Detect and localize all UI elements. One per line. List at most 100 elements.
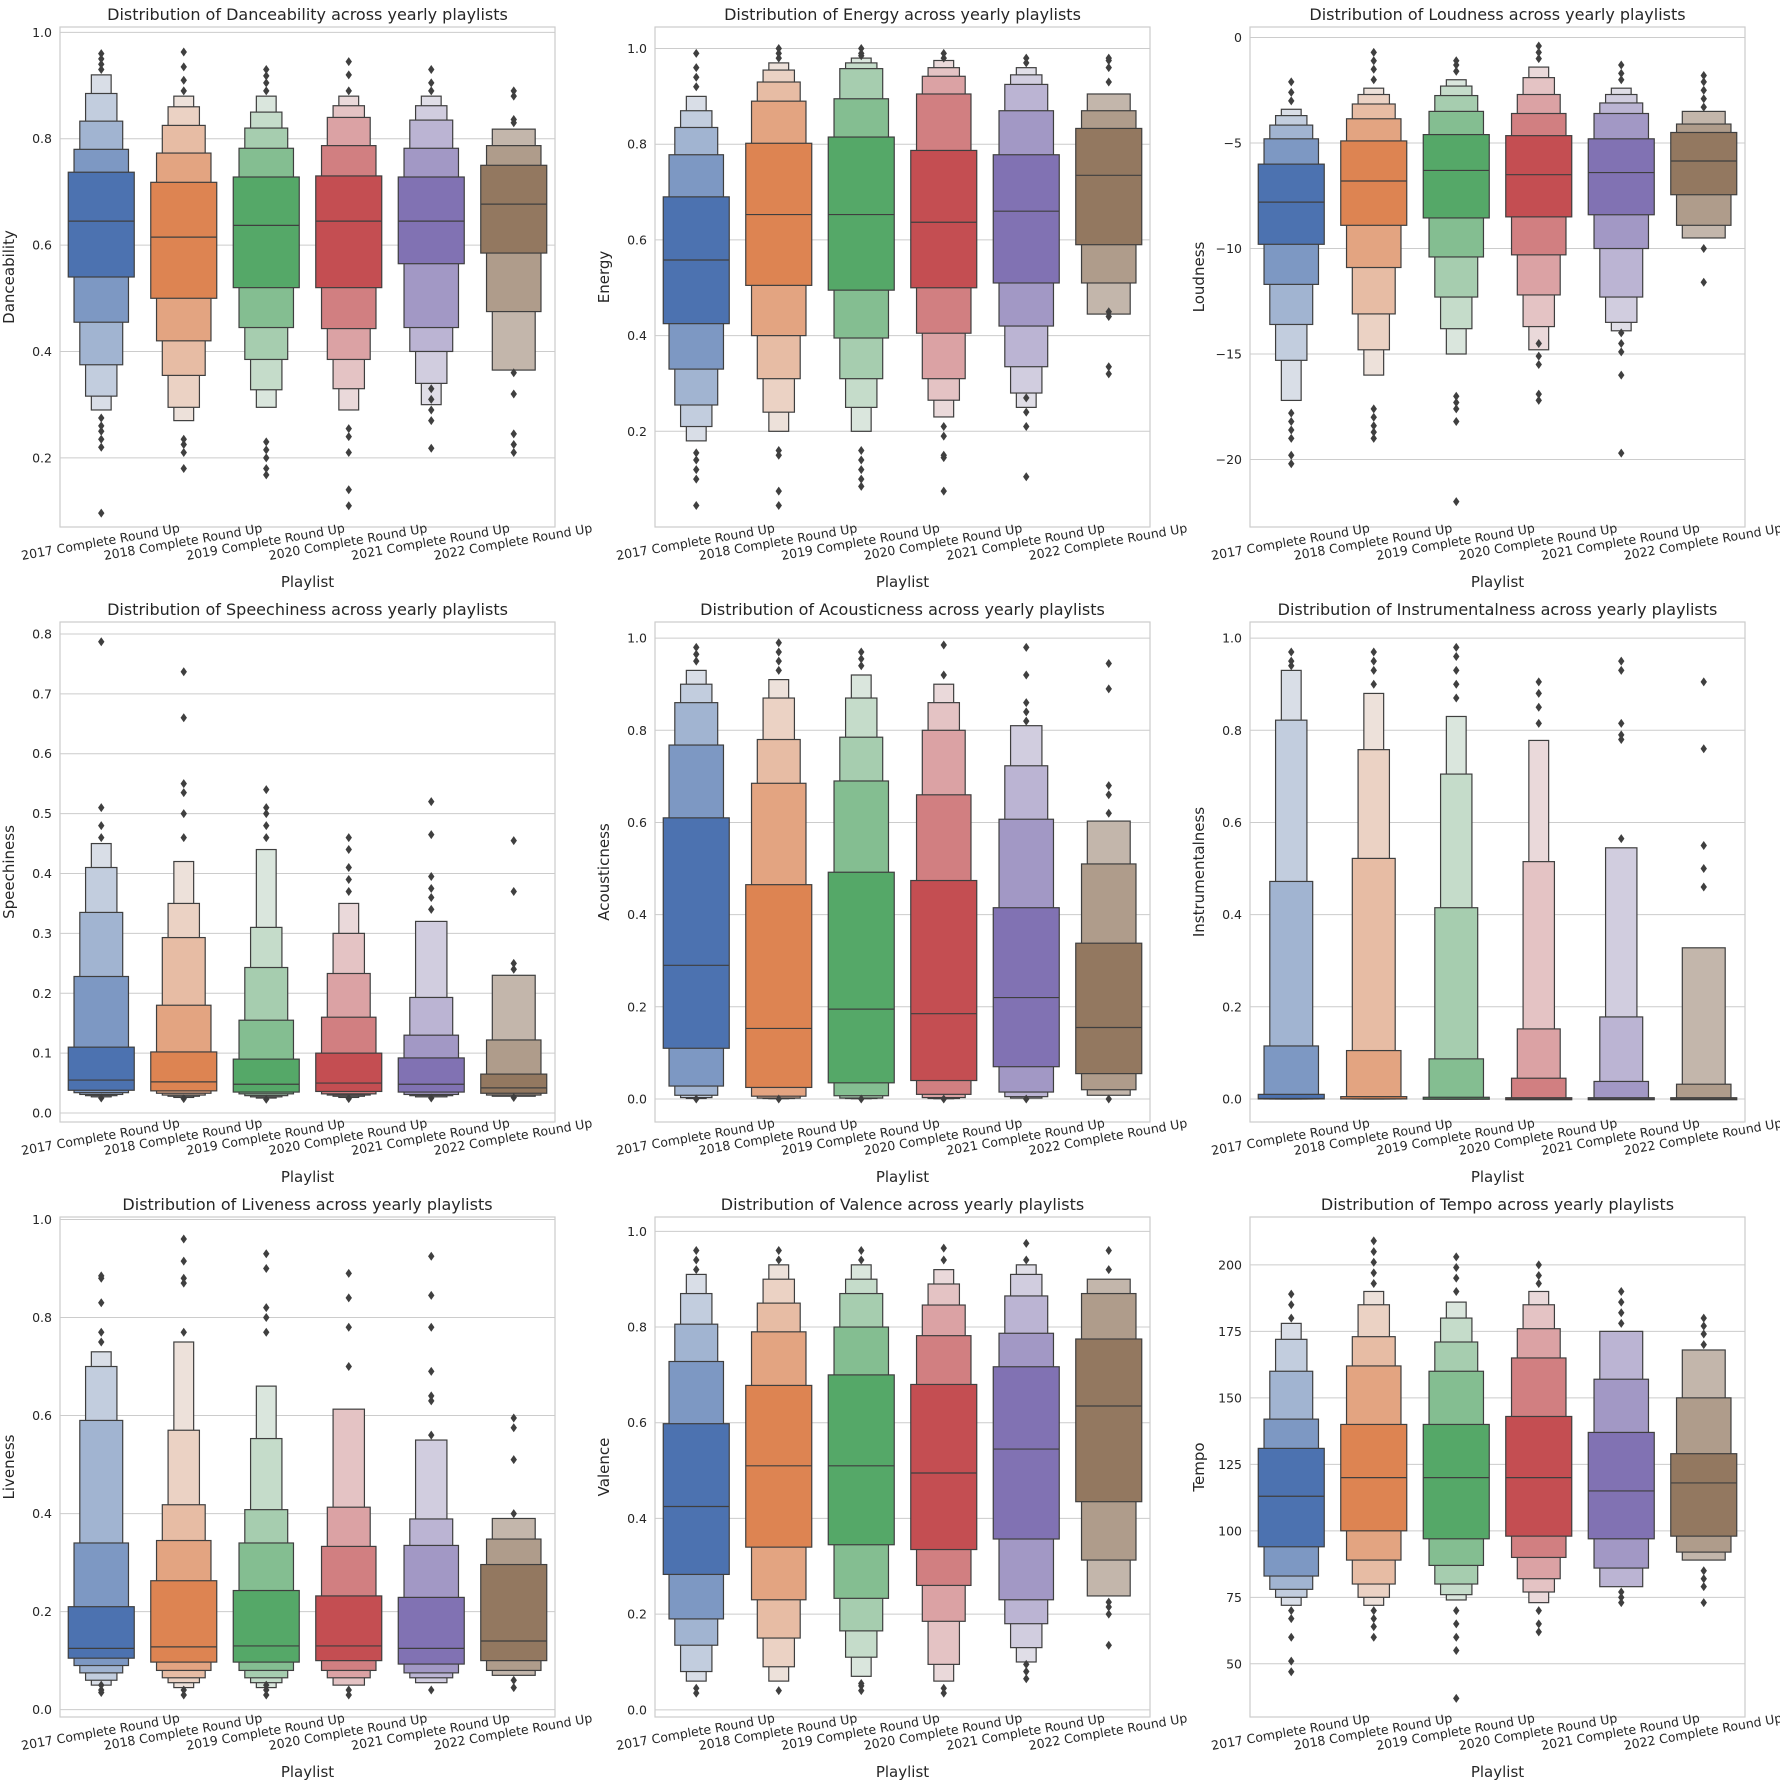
outlier-point: [858, 654, 865, 664]
outlier-point: [180, 1273, 187, 1283]
series-5: [397, 1251, 465, 1695]
outlier-point: [1618, 60, 1625, 70]
outlier-point: [1535, 47, 1542, 57]
outlier-point: [1023, 1674, 1030, 1684]
series-5: [992, 1238, 1060, 1684]
outlier-point: [428, 65, 435, 75]
outlier-point: [428, 830, 435, 840]
outlier-point: [775, 647, 782, 657]
outlier-point: [345, 1322, 352, 1332]
box-level-1: [67, 1606, 135, 1659]
outlier-point: [1700, 277, 1707, 287]
series-3: [827, 44, 895, 491]
y-tick-label: −5: [1224, 136, 1242, 151]
outlier-point: [1700, 94, 1707, 104]
outlier-point: [1535, 351, 1542, 361]
outlier-point: [1288, 1289, 1295, 1299]
box-level-2: [1345, 1049, 1402, 1100]
y-tick-label: 0.8: [627, 1320, 647, 1335]
y-tick-label: 0.4: [627, 1511, 647, 1526]
y-tick-label: 100: [1218, 1523, 1242, 1538]
outlier-point: [1105, 1609, 1112, 1619]
x-axis-label: Playlist: [281, 1168, 334, 1186]
outlier-point: [180, 86, 187, 96]
outlier-point: [98, 1298, 105, 1308]
outlier-point: [510, 115, 517, 125]
outlier-point: [180, 434, 187, 444]
y-tick-label: 175: [1218, 1324, 1242, 1339]
y-tick-label: 0.4: [1222, 907, 1242, 922]
y-tick-label: 0.7: [32, 686, 52, 701]
outlier-point: [98, 821, 105, 831]
outlier-point: [940, 1683, 947, 1693]
outlier-point: [180, 62, 187, 72]
series-3: [1422, 642, 1490, 1100]
outlier-point: [1535, 41, 1542, 51]
outlier-point: [693, 642, 700, 652]
chart-title: Distribution of Speechiness across yearl…: [107, 600, 508, 619]
outlier-point: [1288, 647, 1295, 657]
outlier-point: [1700, 1574, 1707, 1584]
y-axis-label: Speechiness: [0, 825, 18, 919]
outlier-point: [1618, 328, 1625, 338]
series-6: [1075, 53, 1143, 379]
outlier-point: [345, 501, 352, 511]
outlier-point: [428, 394, 435, 404]
outlier-point: [858, 48, 865, 58]
series-6: [480, 836, 548, 1102]
outlier-point: [1288, 433, 1295, 443]
outlier-point: [1023, 670, 1030, 680]
x-axis-label: Playlist: [876, 1168, 929, 1186]
box-level-1: [910, 879, 978, 1082]
outlier-point: [1618, 1592, 1625, 1602]
plot-frame: [654, 1216, 1151, 1718]
outlier-point: [180, 809, 187, 819]
outlier-point: [428, 1430, 435, 1440]
outlier-point: [940, 486, 947, 496]
outlier-point: [1105, 77, 1112, 87]
box-level-1: [992, 1366, 1060, 1540]
outlier-point: [98, 434, 105, 444]
outlier-point: [1618, 1286, 1625, 1296]
outlier-point: [1618, 370, 1625, 380]
outlier-point: [1105, 1094, 1112, 1104]
outlier-point: [263, 86, 270, 96]
outlier-point: [263, 1327, 270, 1337]
outlier-point: [263, 1263, 270, 1273]
y-axis-label: Liveness: [0, 1434, 18, 1499]
outlier-point: [1453, 652, 1460, 662]
outlier-point: [775, 44, 782, 54]
outlier-point: [940, 640, 947, 650]
outlier-point: [263, 437, 270, 447]
outlier-point: [345, 70, 352, 80]
outlier-point: [1370, 75, 1377, 85]
outlier-point: [98, 1685, 105, 1695]
outlier-point: [1535, 1627, 1542, 1637]
box-level-1: [662, 1423, 730, 1576]
outlier-point: [775, 486, 782, 496]
outlier-point: [1453, 391, 1460, 401]
outlier-point: [693, 455, 700, 465]
outlier-point: [693, 1688, 700, 1698]
outlier-point: [1370, 412, 1377, 422]
outlier-point: [693, 48, 700, 58]
outlier-point: [510, 1509, 517, 1519]
outlier-point: [775, 445, 782, 455]
y-tick-label: 1.0: [627, 1224, 647, 1239]
y-tick-label: 1.0: [1222, 631, 1242, 646]
box-level-1: [1422, 133, 1490, 219]
series-4: [910, 1243, 978, 1698]
box-level-1: [67, 171, 135, 278]
outlier-point: [1105, 307, 1112, 317]
outlier-point: [98, 637, 105, 647]
outlier-point: [1288, 1667, 1295, 1677]
box-level-1: [480, 1563, 548, 1662]
outlier-point: [1618, 338, 1625, 348]
outlier-point: [98, 413, 105, 423]
y-tick-label: 0.0: [627, 1091, 647, 1106]
outlier-point: [510, 91, 517, 101]
x-axis-label: Playlist: [1471, 573, 1524, 591]
outlier-point: [428, 1391, 435, 1401]
y-tick-label: 0.2: [627, 424, 647, 439]
